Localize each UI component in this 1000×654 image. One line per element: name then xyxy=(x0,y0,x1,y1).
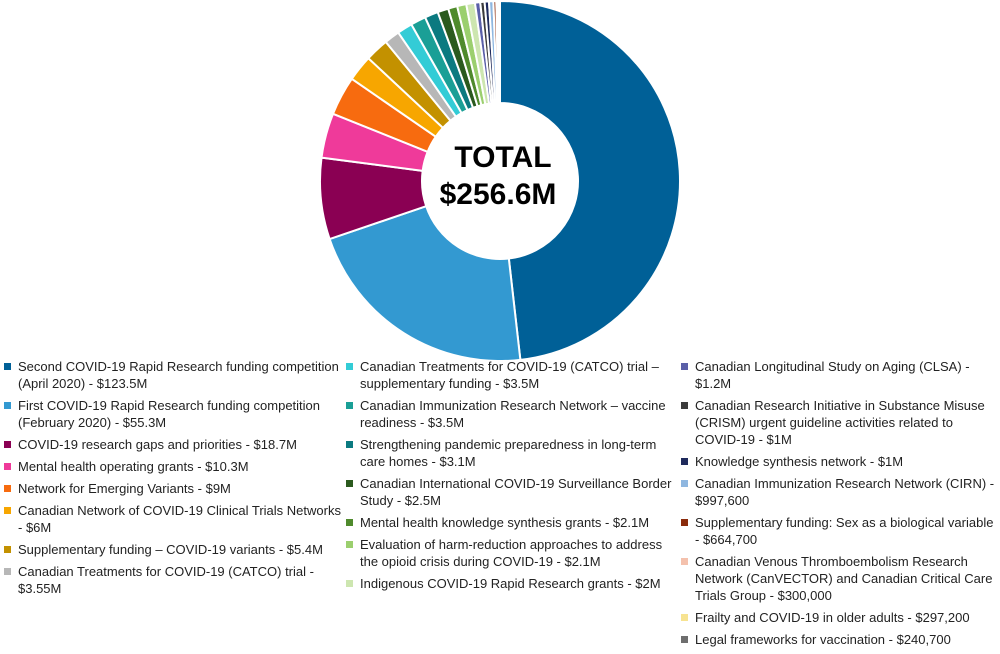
legend-item: Second COVID-19 Rapid Research funding c… xyxy=(4,358,342,392)
legend-item: Supplementary funding – COVID-19 variant… xyxy=(4,541,342,558)
legend-swatch xyxy=(346,519,353,526)
legend-label: Canadian Longitudinal Study on Aging (CL… xyxy=(695,359,970,391)
legend-swatch xyxy=(681,519,688,526)
legend-swatch xyxy=(4,546,11,553)
legend-item: Canadian Research Initiative in Substanc… xyxy=(681,397,996,448)
legend-swatch xyxy=(4,507,11,514)
legend-label: Canadian Immunization Research Network –… xyxy=(360,398,666,430)
legend-item: Legal frameworks for vaccination - $240,… xyxy=(681,631,996,648)
donut-chart: TOTAL $256.6M xyxy=(319,0,681,360)
legend-swatch xyxy=(346,580,353,587)
legend-column-1: Second COVID-19 Rapid Research funding c… xyxy=(4,358,342,602)
legend-item: Knowledge synthesis network - $1M xyxy=(681,453,996,470)
legend-item: Mental health knowledge synthesis grants… xyxy=(346,514,676,531)
legend-label: Strengthening pandemic preparedness in l… xyxy=(360,437,657,469)
legend-item: Canadian Treatments for COVID-19 (CATCO)… xyxy=(4,563,342,597)
legend-swatch xyxy=(681,636,688,643)
legend-item: Network for Emerging Variants - $9M xyxy=(4,480,342,497)
legend-swatch xyxy=(346,441,353,448)
legend-swatch xyxy=(681,458,688,465)
center-label-amount: $256.6M xyxy=(440,178,557,211)
legend-swatch xyxy=(4,485,11,492)
legend-swatch xyxy=(681,480,688,487)
legend-item: Frailty and COVID-19 in older adults - $… xyxy=(681,609,996,626)
legend-swatch xyxy=(4,402,11,409)
legend-label: Canadian Immunization Research Network (… xyxy=(695,476,995,508)
legend-label: Supplementary funding – COVID-19 variant… xyxy=(18,542,323,557)
legend-label: Supplementary funding: Sex as a biologic… xyxy=(695,515,994,547)
legend-item: Canadian Longitudinal Study on Aging (CL… xyxy=(681,358,996,392)
legend-label: Canadian Treatments for COVID-19 (CATCO)… xyxy=(18,564,314,596)
legend-item: Canadian Treatments for COVID-19 (CATCO)… xyxy=(346,358,676,392)
legend-label: Canadian Network of COVID-19 Clinical Tr… xyxy=(18,503,341,535)
legend-item: Canadian Venous Thromboembolism Research… xyxy=(681,553,996,604)
legend-swatch xyxy=(4,441,11,448)
legend-label: Network for Emerging Variants - $9M xyxy=(18,481,231,496)
legend-label: Evaluation of harm-reduction approaches … xyxy=(360,537,663,569)
legend-column-3: Canadian Longitudinal Study on Aging (CL… xyxy=(681,358,996,653)
legend-item: Mental health operating grants - $10.3M xyxy=(4,458,342,475)
legend-item: Evaluation of harm-reduction approaches … xyxy=(346,536,676,570)
legend-swatch xyxy=(346,363,353,370)
legend-item: COVID-19 research gaps and priorities - … xyxy=(4,436,342,453)
legend-item: First COVID-19 Rapid Research funding co… xyxy=(4,397,342,431)
legend-swatch xyxy=(681,363,688,370)
legend-label: Frailty and COVID-19 in older adults - $… xyxy=(695,610,970,625)
legend-item: Canadian Immunization Research Network –… xyxy=(346,397,676,431)
legend-swatch xyxy=(4,363,11,370)
legend-label: Mental health knowledge synthesis grants… xyxy=(360,515,650,530)
legend-label: COVID-19 research gaps and priorities - … xyxy=(18,437,297,452)
legend-swatch xyxy=(681,402,688,409)
legend-label: Mental health operating grants - $10.3M xyxy=(18,459,249,474)
legend-swatch xyxy=(346,541,353,548)
legend-item: Strengthening pandemic preparedness in l… xyxy=(346,436,676,470)
legend-swatch xyxy=(346,480,353,487)
legend-item: Canadian Immunization Research Network (… xyxy=(681,475,996,509)
legend-label: Legal frameworks for vaccination - $240,… xyxy=(695,632,951,647)
legend-label: Canadian International COVID-19 Surveill… xyxy=(360,476,672,508)
legend-label: Indigenous COVID-19 Rapid Research grant… xyxy=(360,576,661,591)
legend-swatch xyxy=(346,402,353,409)
legend-label: Canadian Venous Thromboembolism Research… xyxy=(695,554,993,603)
legend-swatch xyxy=(681,614,688,621)
legend-column-2: Canadian Treatments for COVID-19 (CATCO)… xyxy=(346,358,676,597)
legend-item: Canadian Network of COVID-19 Clinical Tr… xyxy=(4,502,342,536)
donut-slice-23 xyxy=(497,0,501,105)
donut-hole xyxy=(422,103,578,259)
legend-label: Canadian Research Initiative in Substanc… xyxy=(695,398,985,447)
legend-label: First COVID-19 Rapid Research funding co… xyxy=(18,398,321,430)
legend-swatch xyxy=(681,558,688,565)
legend-swatch xyxy=(4,568,11,575)
legend-swatch xyxy=(4,463,11,470)
legend-item: Canadian International COVID-19 Surveill… xyxy=(346,475,676,509)
legend-label: Knowledge synthesis network - $1M xyxy=(695,454,904,469)
center-label-total: TOTAL xyxy=(454,141,551,174)
legend-item: Indigenous COVID-19 Rapid Research grant… xyxy=(346,575,676,592)
legend-label: Canadian Treatments for COVID-19 (CATCO)… xyxy=(360,359,659,391)
legend-label: Second COVID-19 Rapid Research funding c… xyxy=(18,359,339,391)
legend-item: Supplementary funding: Sex as a biologic… xyxy=(681,514,996,548)
